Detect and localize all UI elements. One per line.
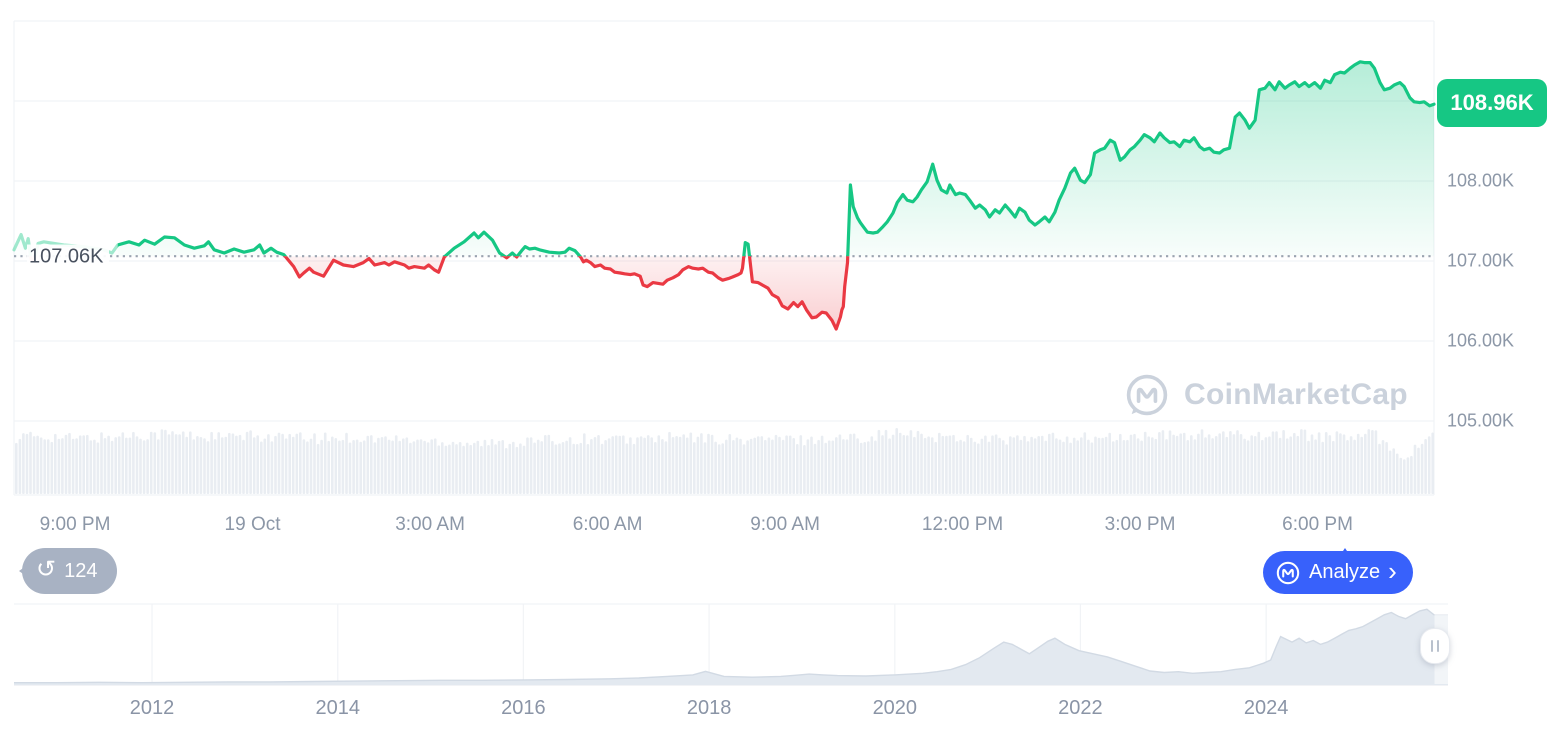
x-axis-tick-label: 3:00 AM [395,514,465,535]
coinmarketcap-icon [1276,561,1300,584]
year-tick-label: 2024 [1243,697,1289,719]
y-axis-tick-label: 106.00K [1447,330,1515,351]
y-axis-tick-label: 108.00K [1447,170,1515,191]
y-axis-tick-label: 105.00K [1447,410,1515,431]
year-tick-label: 2020 [872,697,918,719]
year-tick-label: 2012 [129,697,175,719]
x-axis-tick-label: 9:00 AM [750,514,820,535]
navigator-handle[interactable] [1420,628,1450,664]
x-axis-tick-label: 6:00 AM [572,514,643,535]
analyze-button[interactable]: Analyze › [1263,548,1413,594]
year-tick-label: 2022 [1058,697,1103,719]
year-tick-label: 2016 [501,697,546,719]
current-price-badge: 108.96K [1437,79,1547,127]
year-tick-label: 2018 [686,697,732,719]
y-axis-tick-label: 107.00K [1447,250,1515,271]
chevron-right-icon: › [1388,555,1397,586]
analyze-label: Analyze [1309,561,1381,583]
coinmarketcap-logo-icon [1126,374,1168,416]
x-axis-tick-label: 9:00 PM [39,514,111,535]
history-icon: ↺ [36,556,57,583]
previous-close-label: 107.06K [27,244,109,270]
history-count: 124 [64,559,98,582]
volume-bars [15,428,1434,494]
price-line [117,60,1436,331]
watermark-text: CoinMarketCap [1184,378,1408,411]
x-axis-tick-label: 3:00 PM [1104,514,1176,535]
x-axis-tick-label: 6:00 PM [1282,514,1353,535]
handle-grip-bar [1431,640,1433,652]
navigator-area [14,609,1448,685]
handle-grip-bar [1437,640,1439,652]
x-axis-tick-label: 19 Oct [224,514,281,535]
x-axis-tick-label: 12:00 PM [921,514,1004,535]
coinmarketcap-watermark: CoinMarketCap [1124,372,1408,418]
range-navigator[interactable] [14,603,1448,686]
current-price-value: 108.96K [1450,90,1534,115]
price-area-fill [117,61,1434,329]
year-tick-label: 2014 [315,697,361,719]
history-count-badge[interactable]: ↺ 124 [18,548,118,594]
